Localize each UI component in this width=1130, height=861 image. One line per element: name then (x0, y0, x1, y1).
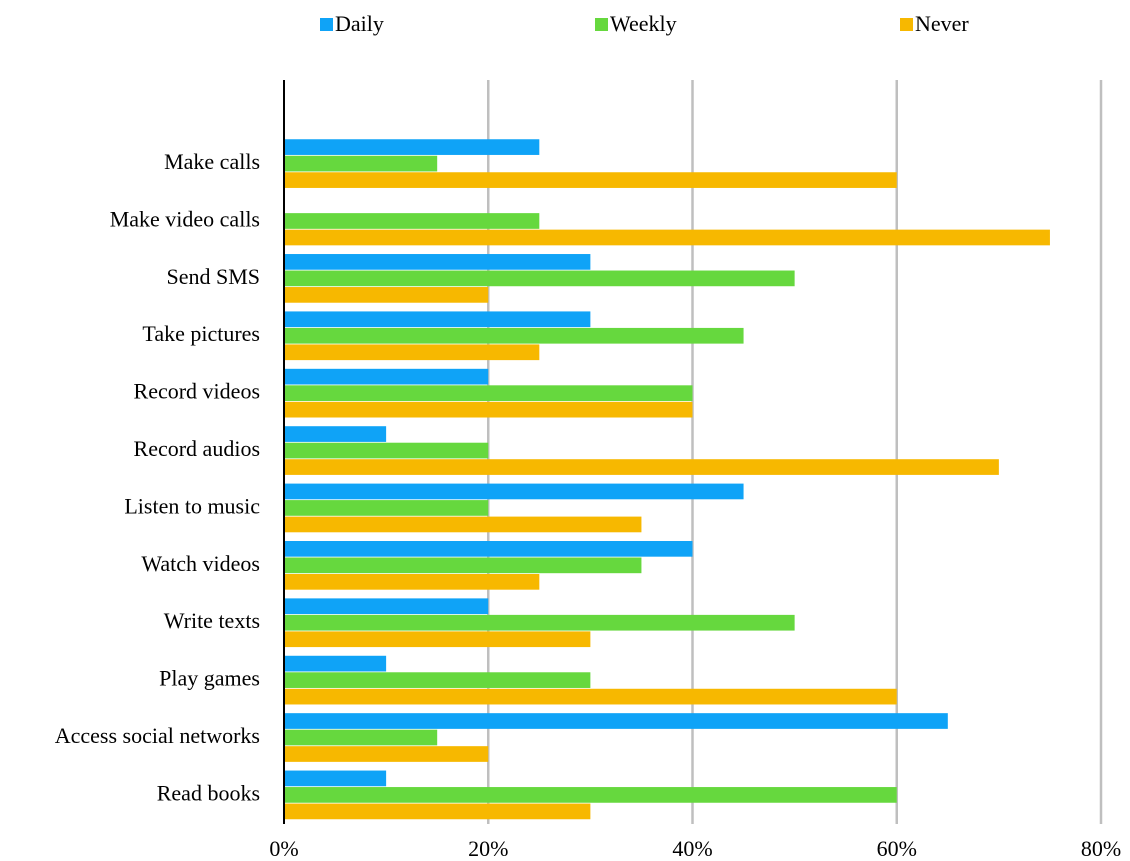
x-tick-label: 0% (269, 836, 298, 861)
bar (284, 155, 438, 172)
bar (284, 746, 489, 762)
x-tick-label: 60% (877, 836, 917, 861)
y-tick-label: Send SMS (166, 264, 260, 289)
y-tick-label: Write texts (164, 608, 260, 633)
y-tick-label: Play games (159, 666, 260, 691)
bar (284, 229, 1050, 246)
bar (284, 557, 642, 574)
x-tick-label: 80% (1081, 836, 1121, 861)
bar (284, 270, 795, 287)
bar (284, 401, 693, 418)
bar (284, 688, 897, 705)
x-tick-label: 40% (672, 836, 712, 861)
legend-swatch (595, 18, 608, 31)
y-tick-label: Record videos (134, 379, 260, 404)
bar (284, 655, 387, 672)
bar (284, 713, 948, 729)
bar (284, 459, 999, 475)
bar (284, 672, 591, 688)
bar (284, 573, 540, 590)
bar (284, 787, 897, 803)
bar (284, 500, 489, 516)
y-tick-label: Take pictures (142, 321, 260, 346)
bar (284, 614, 795, 631)
bar (284, 540, 693, 557)
bar (284, 516, 642, 533)
legend-swatch (320, 18, 333, 31)
bar (284, 483, 744, 500)
legend-label: Weekly (610, 11, 677, 36)
legend-label: Never (915, 11, 969, 36)
bar (284, 368, 489, 385)
y-tick-label: Make video calls (110, 206, 260, 231)
y-tick-label: Listen to music (124, 493, 260, 518)
bar (284, 770, 387, 787)
bar (284, 139, 540, 155)
bar (284, 442, 489, 459)
bar (284, 254, 591, 270)
bar (284, 344, 540, 361)
y-tick-label: Access social networks (55, 723, 260, 748)
bar (284, 803, 591, 820)
legend-swatch (900, 18, 913, 31)
legend-label: Daily (335, 11, 384, 36)
bar (284, 327, 744, 344)
bar (284, 287, 489, 303)
bar (284, 385, 693, 402)
bar (284, 598, 489, 615)
bar (284, 729, 438, 746)
y-tick-label: Record audios (134, 436, 260, 461)
y-tick-label: Watch videos (141, 551, 260, 576)
bar (284, 631, 591, 648)
x-tick-label: 20% (468, 836, 508, 861)
y-tick-label: Make calls (164, 149, 260, 174)
bar (284, 426, 387, 442)
bar (284, 213, 540, 229)
y-tick-label: Read books (157, 780, 260, 805)
bar (284, 172, 897, 188)
bar (284, 311, 591, 328)
